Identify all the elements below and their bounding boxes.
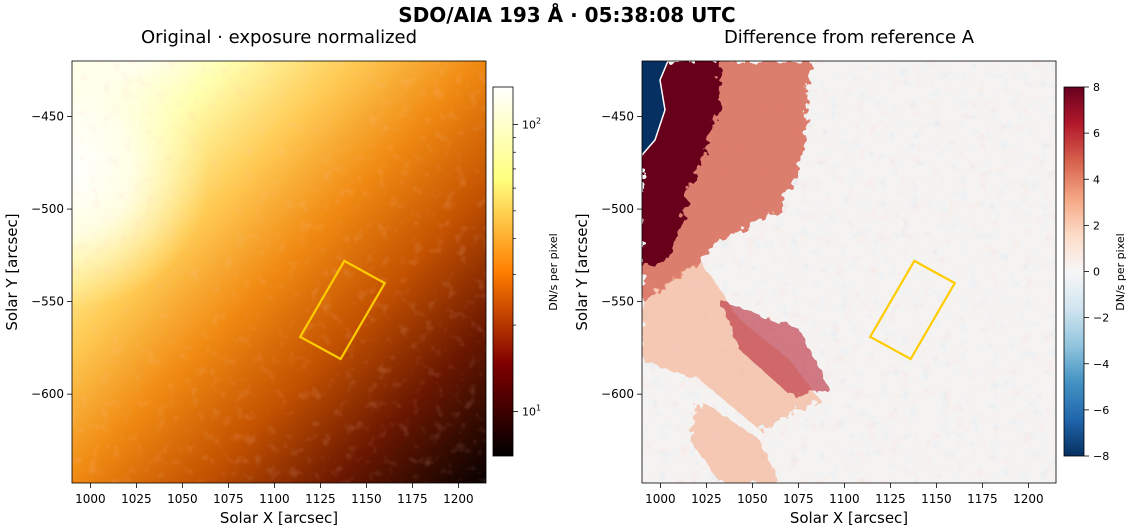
colorbar-tick-label: −2	[1093, 312, 1109, 325]
x-tick-label: 1050	[167, 492, 198, 506]
right-colorbar-ticks: −8 −6 −4 −2 0 2 4 6 8	[1084, 81, 1109, 463]
colorbar-tick-label: −6	[1093, 404, 1109, 417]
colorbar-tick-label: 6	[1093, 127, 1100, 140]
x-tick-label: 1000	[645, 492, 676, 506]
x-tick-label: 1200	[1013, 492, 1044, 506]
left-panel: 1000 1025 1050 1075 1100 1125 1150 1175 1200 −45…	[3, 27, 487, 525]
colorbar-tick-label: −4	[1093, 358, 1109, 371]
right-region-box	[868, 259, 957, 361]
colorbar-tick-label: 102	[522, 116, 541, 131]
left-region-box	[298, 259, 387, 361]
x-tick-label: 1150	[921, 492, 952, 506]
x-tick-label: 1075	[783, 492, 814, 506]
colorbar-tick-label: 2	[1093, 219, 1100, 232]
y-tick-label: −500	[31, 202, 64, 216]
right-panel: 1000 1025 1050 1075 1100 1125 1150 1175 1200 −45…	[573, 27, 1057, 525]
y-tick-label: −450	[601, 110, 634, 124]
y-tick-label: −500	[601, 202, 634, 216]
right-colorbar-label: DN/s per pixel	[1114, 233, 1127, 310]
left-y-axis-label: Solar Y [arcsec]	[3, 213, 21, 330]
left-x-axis-label: Solar X [arcsec]	[220, 509, 338, 525]
x-tick-label: 1100	[259, 492, 290, 506]
left-axes-frame	[71, 60, 487, 484]
colorbar-tick-label: 4	[1093, 173, 1100, 186]
right-x-axis-label: Solar X [arcsec]	[790, 509, 908, 525]
figure-suptitle: SDO/AIA 193 Å · 05:38:08 UTC	[398, 3, 735, 27]
right-y-axis-label: Solar Y [arcsec]	[573, 213, 591, 330]
x-tick-label: 1075	[213, 492, 244, 506]
right-y-axis: −450 −500 −550 −600	[601, 110, 642, 401]
right-colorbar-gradient	[1064, 87, 1084, 456]
x-tick-label: 1100	[829, 492, 860, 506]
y-tick-label: −450	[31, 110, 64, 124]
x-tick-label: 1150	[351, 492, 382, 506]
x-tick-label: 1175	[967, 492, 998, 506]
left-heatmap-image	[72, 61, 486, 483]
right-heatmap-image	[642, 61, 1056, 483]
x-tick-label: 1050	[737, 492, 768, 506]
left-colorbar-frame	[492, 86, 514, 457]
right-colorbar: −8 −6 −4 −2 0 2 4 6 8 DN/s per pixel	[1063, 81, 1127, 463]
y-tick-label: −550	[601, 295, 634, 309]
y-tick-label: −550	[31, 295, 64, 309]
colorbar-tick-label: 0	[1093, 266, 1100, 279]
x-tick-label: 1025	[121, 492, 152, 506]
colorbar-tick-label: −8	[1093, 450, 1109, 463]
colorbar-tick-label: 101	[522, 404, 541, 419]
y-tick-label: −600	[31, 387, 64, 401]
x-tick-label: 1125	[875, 492, 906, 506]
right-x-axis: 1000 1025 1050 1075 1100 1125 1150 1175 1200	[645, 483, 1044, 506]
left-colorbar-ticks: 101 102	[513, 116, 541, 419]
left-colorbar-label: DN/s per pixel	[547, 233, 560, 310]
left-y-axis: −450 −500 −550 −600	[31, 110, 72, 401]
left-colorbar-gradient	[493, 87, 513, 456]
x-tick-label: 1125	[305, 492, 336, 506]
colorbar-tick-label: 8	[1093, 81, 1100, 94]
y-tick-label: −600	[601, 387, 634, 401]
left-panel-title: Original · exposure normalized	[141, 27, 417, 48]
x-tick-label: 1025	[691, 492, 722, 506]
left-colorbar: 101 102 DN/s per pixel	[492, 86, 560, 457]
right-panel-title: Difference from reference A	[724, 27, 975, 48]
x-tick-label: 1175	[397, 492, 428, 506]
x-tick-label: 1000	[75, 492, 106, 506]
x-tick-label: 1200	[443, 492, 474, 506]
left-x-axis: 1000 1025 1050 1075 1100 1125 1150 1175 1200	[75, 483, 474, 506]
right-axes-frame	[641, 60, 1057, 484]
